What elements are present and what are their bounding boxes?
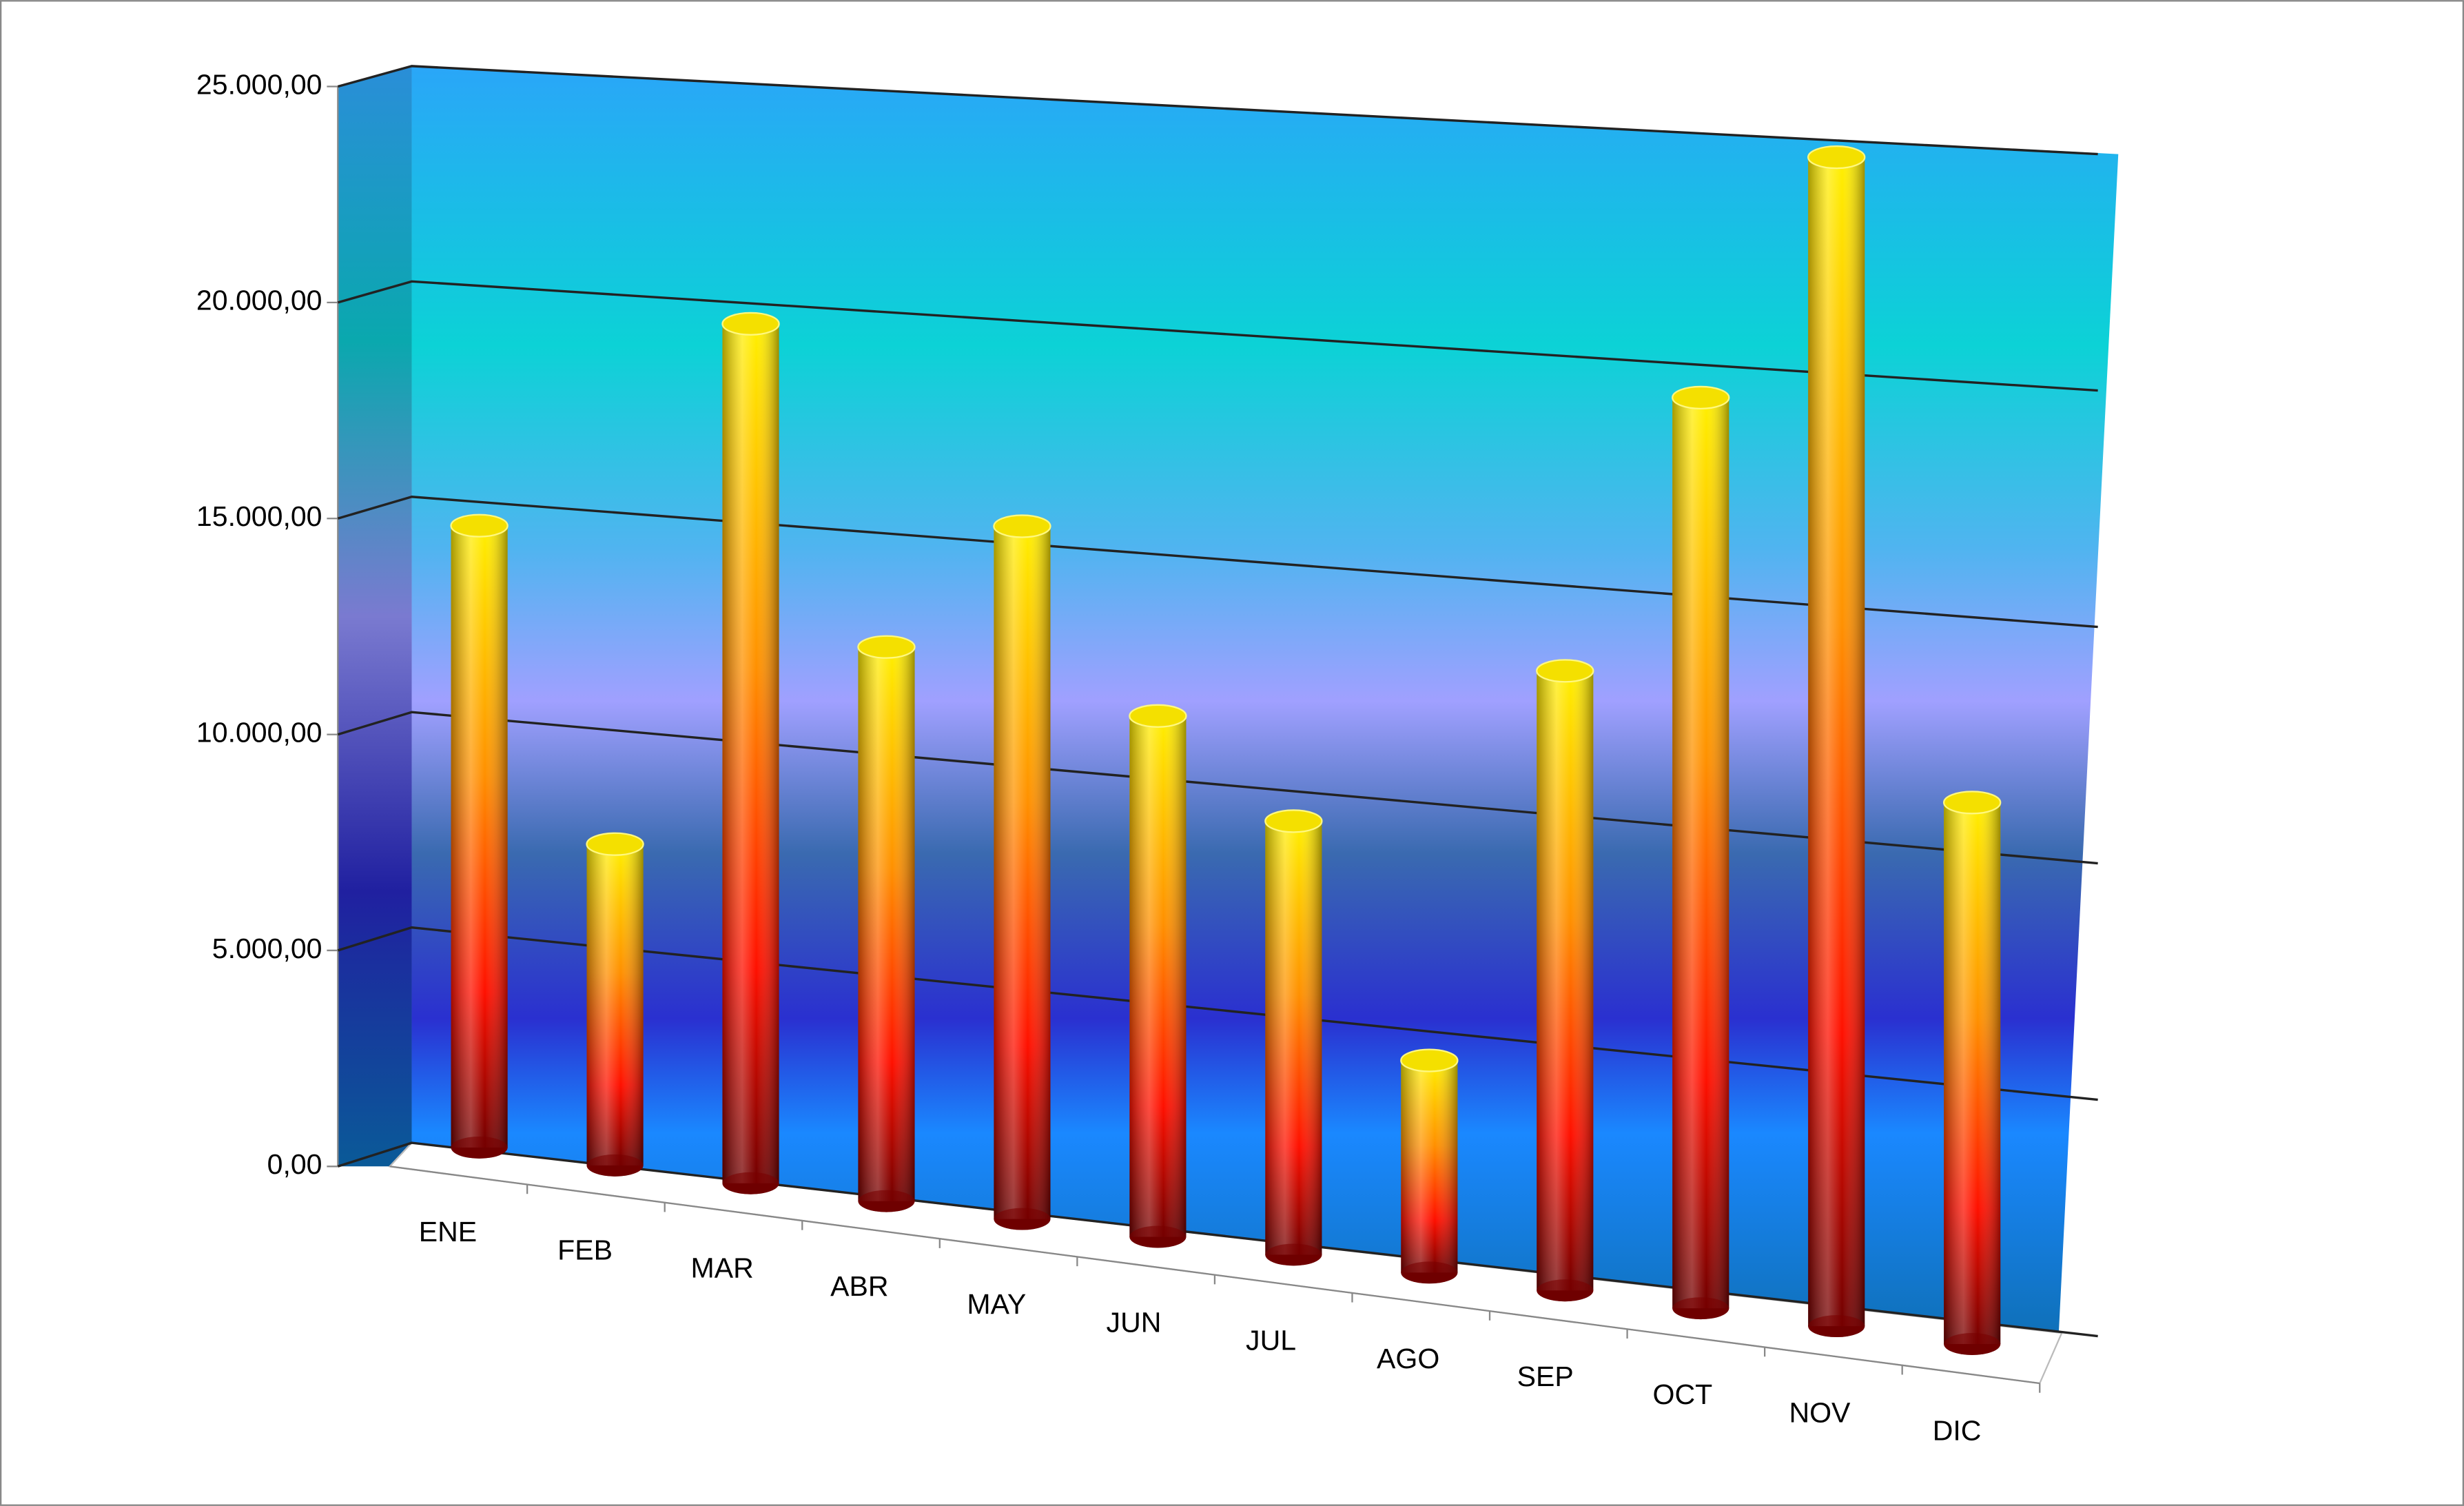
cylinder-top — [586, 832, 644, 856]
grid-line — [337, 1141, 2098, 1338]
cylinder-top — [1129, 704, 1187, 728]
cylinder — [1536, 659, 1594, 1302]
cylinder-top — [1264, 809, 1323, 833]
grid — [327, 65, 2098, 1338]
cylinder — [1129, 704, 1187, 1248]
cylinder-shade — [722, 323, 779, 1183]
grid-line — [337, 280, 2098, 392]
cylinder — [1942, 791, 2002, 1355]
cylinder-top — [1536, 659, 1594, 683]
x-tick-label: FEB — [557, 1234, 613, 1265]
cylinder — [857, 635, 916, 1212]
cylinder-bottom — [1808, 1315, 1865, 1338]
grid-line — [337, 496, 2098, 629]
y-tick-label: 25.000,00 — [196, 68, 322, 100]
cylinder — [1807, 145, 1866, 1338]
x-tick-label: MAY — [967, 1288, 1026, 1320]
y-tick-label: 0,00 — [267, 1148, 322, 1180]
cylinder-shade — [1129, 715, 1187, 1237]
cylinder-top — [857, 635, 916, 659]
x-tick-label: JUN — [1107, 1306, 1162, 1338]
cylinder-bottom — [722, 1172, 779, 1194]
cylinder-shade — [1672, 397, 1729, 1309]
cylinder-top — [1942, 791, 2002, 815]
cylinder-bottom — [994, 1208, 1051, 1230]
cylinder-bottom — [586, 1154, 644, 1177]
cylinder-shade — [858, 647, 915, 1201]
cylinder-shade — [1401, 1060, 1458, 1273]
cylinder-shade — [1944, 802, 2001, 1345]
cylinder-shade — [1808, 157, 1865, 1327]
cylinder-top — [1400, 1048, 1459, 1072]
cylinder-top — [1807, 145, 1866, 170]
x-tick-label: JUL — [1246, 1325, 1296, 1356]
cylinder-bottom — [1944, 1333, 2001, 1355]
cylinder-top — [450, 513, 509, 538]
x-tick-label: MAR — [691, 1252, 754, 1284]
x-tick-label: ENE — [419, 1216, 477, 1248]
cylinder-bottom — [1265, 1243, 1322, 1266]
x-tick-label: NOV — [1789, 1396, 1851, 1428]
bars — [450, 145, 2002, 1355]
cylinder — [993, 514, 1051, 1230]
cylinder — [1264, 809, 1323, 1266]
y-tick-label: 15.000,00 — [196, 500, 322, 532]
y-tick-label: 20.000,00 — [196, 285, 322, 316]
cylinder-shade — [1265, 821, 1322, 1255]
cylinder-top — [1672, 385, 1730, 410]
cylinder-shade — [994, 526, 1051, 1219]
cylinder — [1672, 385, 1730, 1320]
cylinder-shade — [451, 525, 508, 1148]
cylinder-shade — [1537, 671, 1594, 1291]
x-tick-label: OCT — [1653, 1378, 1713, 1410]
x-tick-label: SEP — [1517, 1361, 1574, 1392]
x-tick-label: DIC — [1933, 1415, 1982, 1447]
cylinder — [721, 312, 780, 1194]
x-tick-label: ABR — [830, 1270, 888, 1302]
cylinder-bottom — [1537, 1279, 1594, 1302]
cylinder-top — [721, 312, 780, 336]
side-wall — [338, 65, 412, 1167]
grid-line — [337, 926, 2098, 1101]
cylinder — [450, 513, 509, 1159]
cylinder-bottom — [1672, 1297, 1729, 1320]
grid-line — [337, 65, 2098, 156]
cylinder-bottom — [1401, 1261, 1458, 1284]
cylinder-bottom — [451, 1136, 508, 1159]
y-tick-label: 10.000,00 — [196, 716, 322, 748]
cylinder-bottom — [858, 1190, 915, 1212]
cylinder-bottom — [1129, 1225, 1187, 1248]
cylinder — [586, 832, 644, 1177]
cylinder-top — [993, 514, 1051, 538]
grid-line — [337, 711, 2098, 865]
cylinder-shade — [586, 844, 644, 1166]
y-tick-label: 5.000,00 — [212, 933, 322, 964]
labels: 0,00 5.000,00 10.000,00 15.000,00 20.000,00 2… — [196, 68, 2041, 1447]
cylinder — [1400, 1048, 1459, 1284]
x-tick-label: AGO — [1377, 1343, 1439, 1374]
